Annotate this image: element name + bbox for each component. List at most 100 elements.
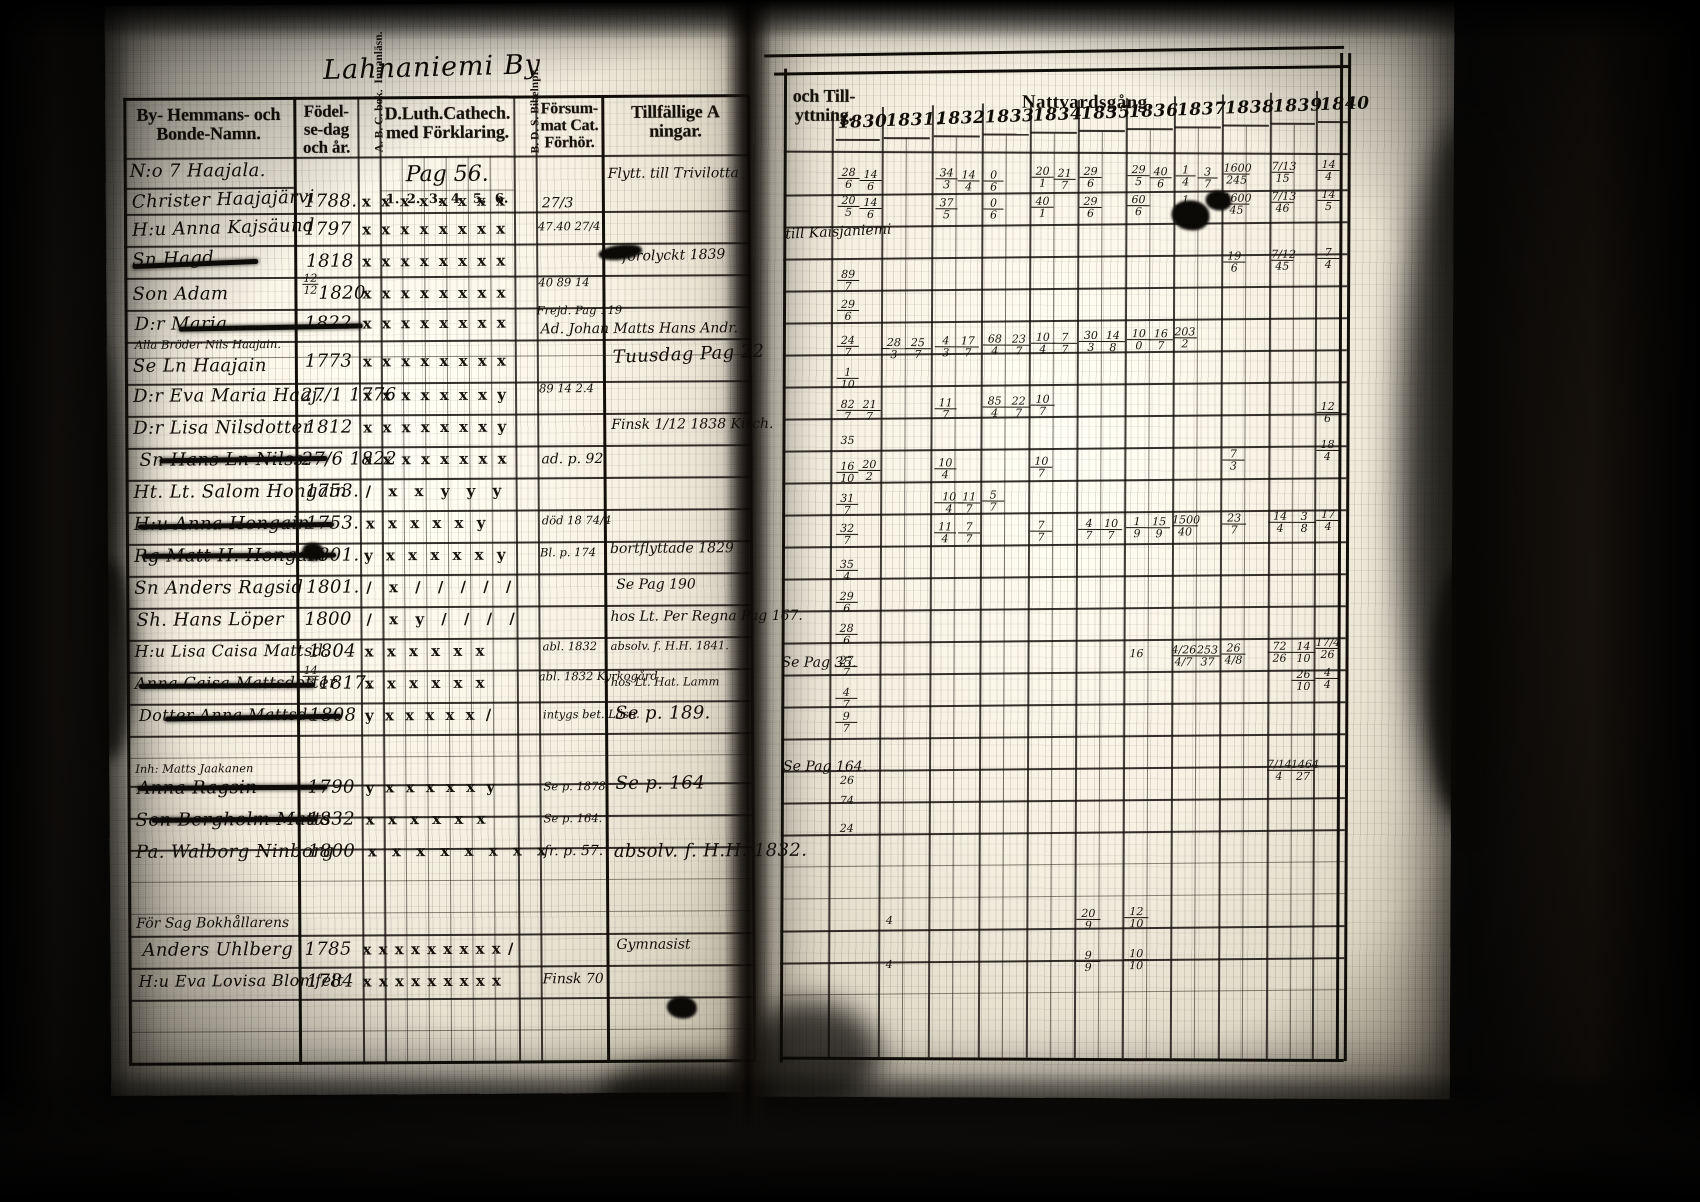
communion-entry: 29 5 [1127, 163, 1150, 188]
missed-exam-value: 40 89 14 [538, 275, 590, 290]
birth-value: 1800 [304, 608, 352, 630]
birth-fraction: 12 12 [302, 271, 319, 297]
catechism-marks: x x x x x x x y [363, 417, 509, 437]
remark-value: Ad. Johan Matts Hans Andr. [540, 320, 739, 338]
village-title: Lahnaniemi By [322, 49, 542, 86]
communion-entry: 24 7 [836, 334, 859, 359]
birth-value: 1812 [305, 416, 353, 438]
communion-entry: 16 10 [836, 460, 859, 485]
ink-blot [1171, 200, 1210, 231]
year-label: 1837 [1176, 98, 1227, 121]
catechism-marks: / x / / / / / [366, 577, 518, 597]
communion-entry: 29 6 [835, 590, 858, 615]
remark-value: Gymnasist [616, 936, 691, 953]
communion-entry: 21 7 [1053, 167, 1076, 192]
missed-exam-value: Finsk 70 [542, 970, 604, 988]
table-row: Son Adam [132, 283, 229, 305]
communion-entry: 7/13 46 [1271, 189, 1297, 215]
table-row: H:u Anna Kajsäund [131, 214, 316, 241]
communion-entry: 35 [840, 433, 855, 447]
communion-entry: 10 7 [1030, 393, 1055, 418]
moving-note: till Kaisjaniemi [784, 221, 892, 243]
communion-entry: 14 10 [1291, 640, 1316, 665]
communion-entry: 40 1 [1031, 195, 1054, 220]
column-header-catechism: D.Luth.Cathech. med Förklaring. [384, 102, 511, 143]
catechism-marks: y x x x x x y [363, 545, 510, 565]
communion-entry: 60 6 [1127, 193, 1150, 218]
communion-entry: 203 2 [1172, 325, 1197, 351]
column-header-birth: Födel-se-dag och år. [302, 101, 351, 157]
year-label: 1830 [837, 111, 888, 133]
communion-entry: 14 4 [1268, 510, 1293, 535]
table-row: D:r Eva Maria Haaj. [132, 384, 324, 407]
catechism-marks: x x x x x x x x [362, 313, 509, 333]
communion-entry: 26 [839, 773, 855, 787]
communion-entry: 27 7 [835, 654, 858, 679]
communion-entry: 32 7 [836, 522, 859, 547]
communion-entry: 16 7 [1148, 327, 1173, 352]
catechism-marks: x x x x x x x y [363, 385, 509, 405]
catechism-marks: x x x x x x x x [363, 449, 510, 469]
communion-entry: 15 9 [1148, 515, 1171, 540]
column-header-name: By- Hemmans- och Bonde-Namn. [136, 103, 281, 144]
communion-entry: 4/26 4/7 [1171, 643, 1197, 669]
communion-entry: 10 4 [934, 456, 957, 481]
communion-entry: 85 4 [982, 394, 1007, 420]
communion-entry: 35 4 [835, 558, 858, 583]
table-row: Se Ln Haajain [132, 355, 267, 377]
communion-entry: 10 4 [1030, 331, 1055, 356]
communion-entry: 11 7 [934, 396, 957, 421]
remark-value: Finsk 1/12 1838 Kirch. [611, 415, 774, 433]
ink-blot [301, 542, 325, 561]
catechism-page-reference: Pag 56. [405, 161, 489, 188]
remark-value: Tuusdag Pag 22 [612, 340, 765, 368]
communion-entry: 10 10 [1124, 947, 1149, 972]
communion-entry: 14 6 [859, 168, 882, 193]
catechism-marks: x x x x x x [365, 809, 490, 829]
catechism-marks: x x x x x x [364, 641, 489, 661]
catechism-marks: x x x x x x x x [361, 191, 508, 211]
year-label: 1839 [1272, 95, 1323, 117]
catechism-marks: x x x x x x x x [362, 351, 509, 371]
year-label: 1836 [1128, 100, 1179, 123]
communion-entry: 14 4 [957, 168, 980, 193]
communion-entry: 11 4 [934, 520, 957, 545]
missed-exam-value: 47.40 27/4 [537, 219, 601, 234]
communion-entry: 14 8 [1100, 329, 1125, 354]
communion-entry: 7/14 4 [1267, 757, 1292, 783]
birth-value: 1797 [303, 218, 352, 240]
column-header-missed-exam: Försum-mat Cat. Förhör. [540, 100, 599, 152]
birth-value: 1788. [303, 190, 358, 212]
birth-value: 1785 [304, 938, 352, 960]
communion-entry: 72 26 [1267, 640, 1292, 665]
catechism-marks: x x x x x x x x [361, 219, 508, 239]
communion-entry: 22 7 [1006, 395, 1031, 420]
missed-exam-value: 89 14 2.4 [538, 381, 594, 396]
communion-entry: 29 6 [1079, 195, 1102, 220]
communion-entry: 23 7 [1006, 333, 1031, 358]
communion-entry: 68 4 [982, 333, 1007, 358]
ink-blot [666, 996, 697, 1019]
table-row: Anders Uhlberg [142, 938, 294, 961]
communion-entry: 74 [839, 793, 854, 807]
table-row: För Sag Bokhållarens [136, 914, 290, 932]
communion-entry: 31 7 [836, 492, 859, 517]
communion-entry: 21 7 [858, 398, 881, 423]
catechism-marks: x x x x x x x x [362, 251, 508, 271]
remark-value: Se Pag 190 [616, 576, 696, 593]
table-row-subnote: Alla Bröder Nils Haajain. [134, 336, 282, 352]
communion-entry: 17/4 26 [1315, 635, 1341, 662]
communion-entry: 17 4 [1316, 508, 1341, 533]
catechism-marks: x x x x x x x x [367, 841, 552, 861]
year-label: 1833 [984, 105, 1035, 128]
catechism-marks: x x x x x x x x x / [362, 939, 515, 959]
